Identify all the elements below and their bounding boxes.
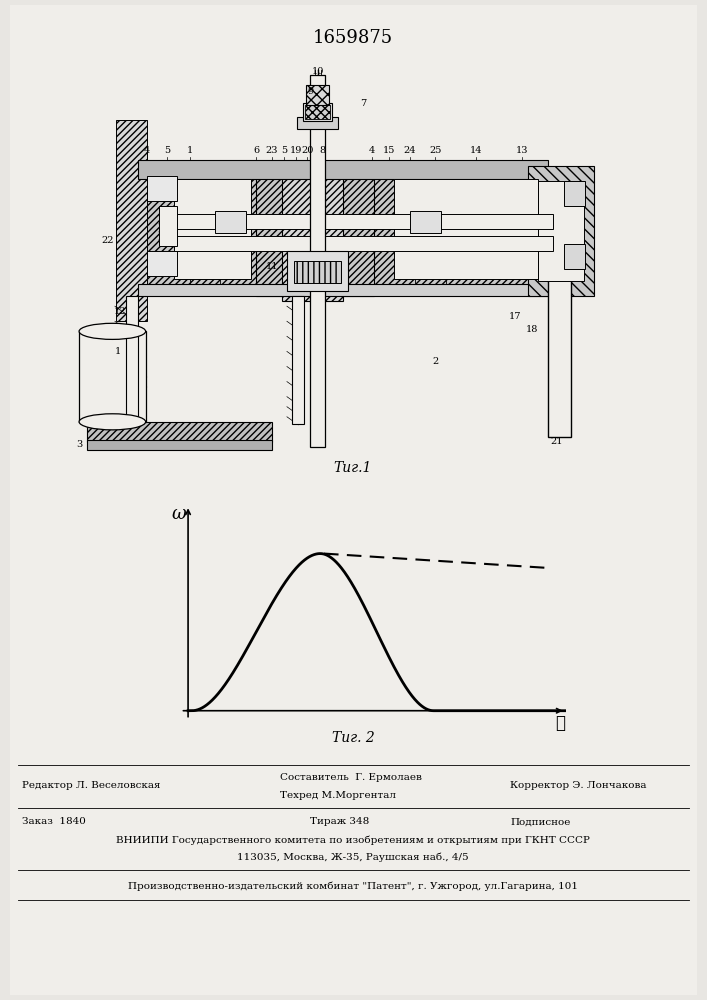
Bar bbox=[146, 251, 177, 276]
Text: 8: 8 bbox=[320, 146, 326, 155]
Bar bbox=[538, 181, 584, 281]
Text: Составитель  Г. Ермолаев: Составитель Г. Ермолаев bbox=[280, 774, 422, 782]
Bar bbox=[175, 236, 553, 251]
Bar bbox=[395, 179, 538, 279]
Text: 11: 11 bbox=[265, 262, 278, 271]
Bar bbox=[87, 440, 271, 450]
Text: 6: 6 bbox=[253, 146, 259, 155]
Bar bbox=[215, 211, 246, 233]
Text: Подписное: Подписное bbox=[510, 818, 571, 826]
Text: 19: 19 bbox=[290, 146, 303, 155]
Text: Техред М.Моргентал: Техред М.Моргентал bbox=[280, 792, 396, 800]
Bar bbox=[294, 261, 341, 283]
Bar bbox=[126, 296, 139, 424]
Bar bbox=[189, 179, 221, 289]
Bar bbox=[139, 160, 548, 179]
Text: 21: 21 bbox=[550, 437, 563, 446]
Text: 3: 3 bbox=[76, 440, 82, 449]
Text: 1: 1 bbox=[115, 347, 121, 356]
Text: ω: ω bbox=[171, 505, 186, 523]
Text: 4: 4 bbox=[369, 146, 375, 155]
Text: 2: 2 bbox=[432, 357, 438, 366]
Text: 5: 5 bbox=[281, 146, 287, 155]
Bar bbox=[363, 176, 548, 286]
Text: 15: 15 bbox=[383, 146, 395, 155]
Bar bbox=[297, 117, 338, 129]
Text: 5: 5 bbox=[164, 146, 170, 155]
Text: Корректор Э. Лончакова: Корректор Э. Лончакова bbox=[510, 780, 646, 790]
Bar bbox=[87, 422, 271, 442]
Bar bbox=[175, 179, 251, 279]
Text: 22: 22 bbox=[102, 236, 114, 245]
Bar bbox=[146, 176, 177, 201]
Text: 17: 17 bbox=[509, 312, 522, 321]
Bar bbox=[310, 75, 325, 447]
Text: 4: 4 bbox=[144, 146, 150, 155]
Text: ВНИИПИ Государственного комитета по изобретениям и открытиям при ГКНТ СССР: ВНИИПИ Государственного комитета по изоб… bbox=[116, 835, 590, 845]
Text: 1659875: 1659875 bbox=[313, 29, 393, 47]
Ellipse shape bbox=[79, 323, 146, 339]
Text: 9: 9 bbox=[308, 87, 314, 96]
Bar bbox=[305, 105, 330, 119]
Text: ℓ: ℓ bbox=[555, 715, 565, 732]
Bar bbox=[287, 251, 349, 291]
Bar bbox=[527, 166, 594, 296]
Text: Редактор Л. Веселовская: Редактор Л. Веселовская bbox=[22, 780, 160, 790]
Bar bbox=[116, 120, 146, 321]
Text: Производственно-издательский комбинат "Патент", г. Ужгород, ул.Гагарина, 101: Производственно-издательский комбинат "П… bbox=[128, 881, 578, 891]
Bar bbox=[564, 244, 585, 269]
Text: Τиг. 2: Τиг. 2 bbox=[332, 731, 375, 745]
Text: Тираж 348: Тираж 348 bbox=[310, 818, 369, 826]
Bar bbox=[79, 331, 146, 422]
Bar bbox=[139, 176, 287, 286]
Bar bbox=[415, 179, 445, 289]
Text: 20: 20 bbox=[301, 146, 314, 155]
Text: Заказ  1840: Заказ 1840 bbox=[22, 818, 86, 826]
Text: 113035, Москва, Ж-35, Раушская наб., 4/5: 113035, Москва, Ж-35, Раушская наб., 4/5 bbox=[237, 852, 469, 862]
Bar bbox=[410, 211, 440, 233]
Text: 13: 13 bbox=[516, 146, 529, 155]
Text: 23: 23 bbox=[265, 146, 278, 155]
Text: 10: 10 bbox=[312, 67, 324, 76]
Bar bbox=[282, 171, 344, 301]
Bar bbox=[175, 214, 553, 229]
Bar bbox=[139, 284, 548, 296]
Bar bbox=[548, 206, 571, 437]
Text: 14: 14 bbox=[470, 146, 483, 155]
Text: 1: 1 bbox=[187, 146, 193, 155]
Text: 18: 18 bbox=[525, 325, 538, 334]
Bar bbox=[159, 206, 177, 246]
Text: Τиг.1: Τиг.1 bbox=[334, 461, 372, 475]
Text: 25: 25 bbox=[429, 146, 442, 155]
Bar bbox=[303, 103, 332, 121]
Bar bbox=[292, 296, 304, 424]
Text: 24: 24 bbox=[404, 146, 416, 155]
Bar bbox=[306, 85, 329, 105]
Text: 7: 7 bbox=[361, 99, 367, 108]
Ellipse shape bbox=[79, 414, 146, 430]
Bar bbox=[564, 181, 585, 206]
Text: 12: 12 bbox=[114, 307, 127, 316]
Bar bbox=[256, 166, 374, 296]
